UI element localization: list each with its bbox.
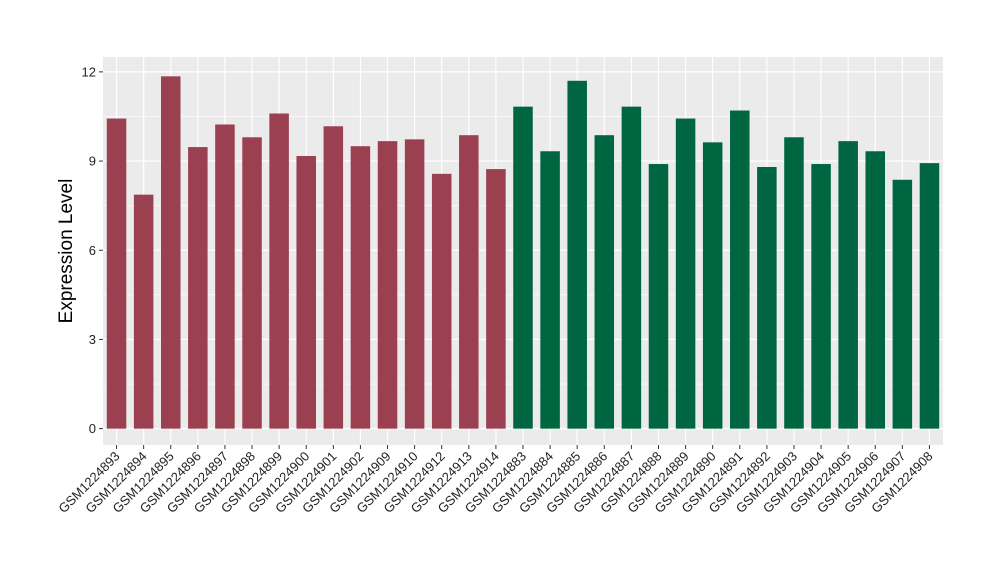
bar-GSM1224901 — [323, 126, 344, 429]
bar-GSM1224885 — [567, 80, 587, 429]
y-tick-label: 12 — [82, 64, 96, 79]
bar-GSM1224896 — [188, 147, 208, 429]
bar-GSM1224889 — [675, 118, 696, 429]
bar-GSM1224900 — [296, 156, 316, 429]
y-tick-label: 3 — [89, 332, 96, 347]
bar-GSM1224913 — [459, 135, 479, 429]
bar-GSM1224912 — [431, 173, 452, 429]
bar-GSM1224894 — [133, 194, 154, 429]
bar-GSM1224897 — [215, 124, 235, 429]
bar-GSM1224909 — [377, 141, 398, 429]
bar-GSM1224914 — [486, 169, 506, 429]
bar-GSM1224898 — [242, 137, 262, 429]
bar-GSM1224899 — [269, 113, 289, 429]
bar-GSM1224904 — [811, 164, 831, 429]
bar-GSM1224902 — [350, 146, 371, 429]
bar-GSM1224893 — [106, 118, 127, 429]
bar-GSM1224890 — [702, 142, 723, 429]
x-axis: GSM1224893GSM1224894GSM1224895GSM1224896… — [55, 445, 936, 516]
y-tick-label: 9 — [89, 154, 96, 169]
bar-GSM1224903 — [784, 137, 804, 429]
bar-GSM1224905 — [838, 141, 858, 429]
bar-GSM1224886 — [594, 135, 615, 429]
bar-GSM1224907 — [892, 179, 913, 429]
y-tick-label: 0 — [89, 421, 96, 436]
bar-GSM1224883 — [513, 106, 533, 429]
bar-GSM1224908 — [919, 163, 940, 429]
bar-GSM1224895 — [160, 76, 181, 429]
bar-GSM1224906 — [865, 151, 886, 429]
bar-GSM1224892 — [757, 167, 777, 429]
bar-GSM1224888 — [648, 164, 669, 429]
bar-GSM1224910 — [404, 139, 425, 429]
bar-GSM1224891 — [730, 110, 750, 429]
y-axis-title: Expression Level — [56, 179, 77, 324]
bar-GSM1224887 — [621, 106, 642, 429]
y-tick-label: 6 — [89, 243, 96, 258]
bar-GSM1224884 — [540, 151, 560, 429]
y-axis: 0 3 6 9 12 — [82, 64, 103, 436]
bars — [106, 76, 940, 429]
